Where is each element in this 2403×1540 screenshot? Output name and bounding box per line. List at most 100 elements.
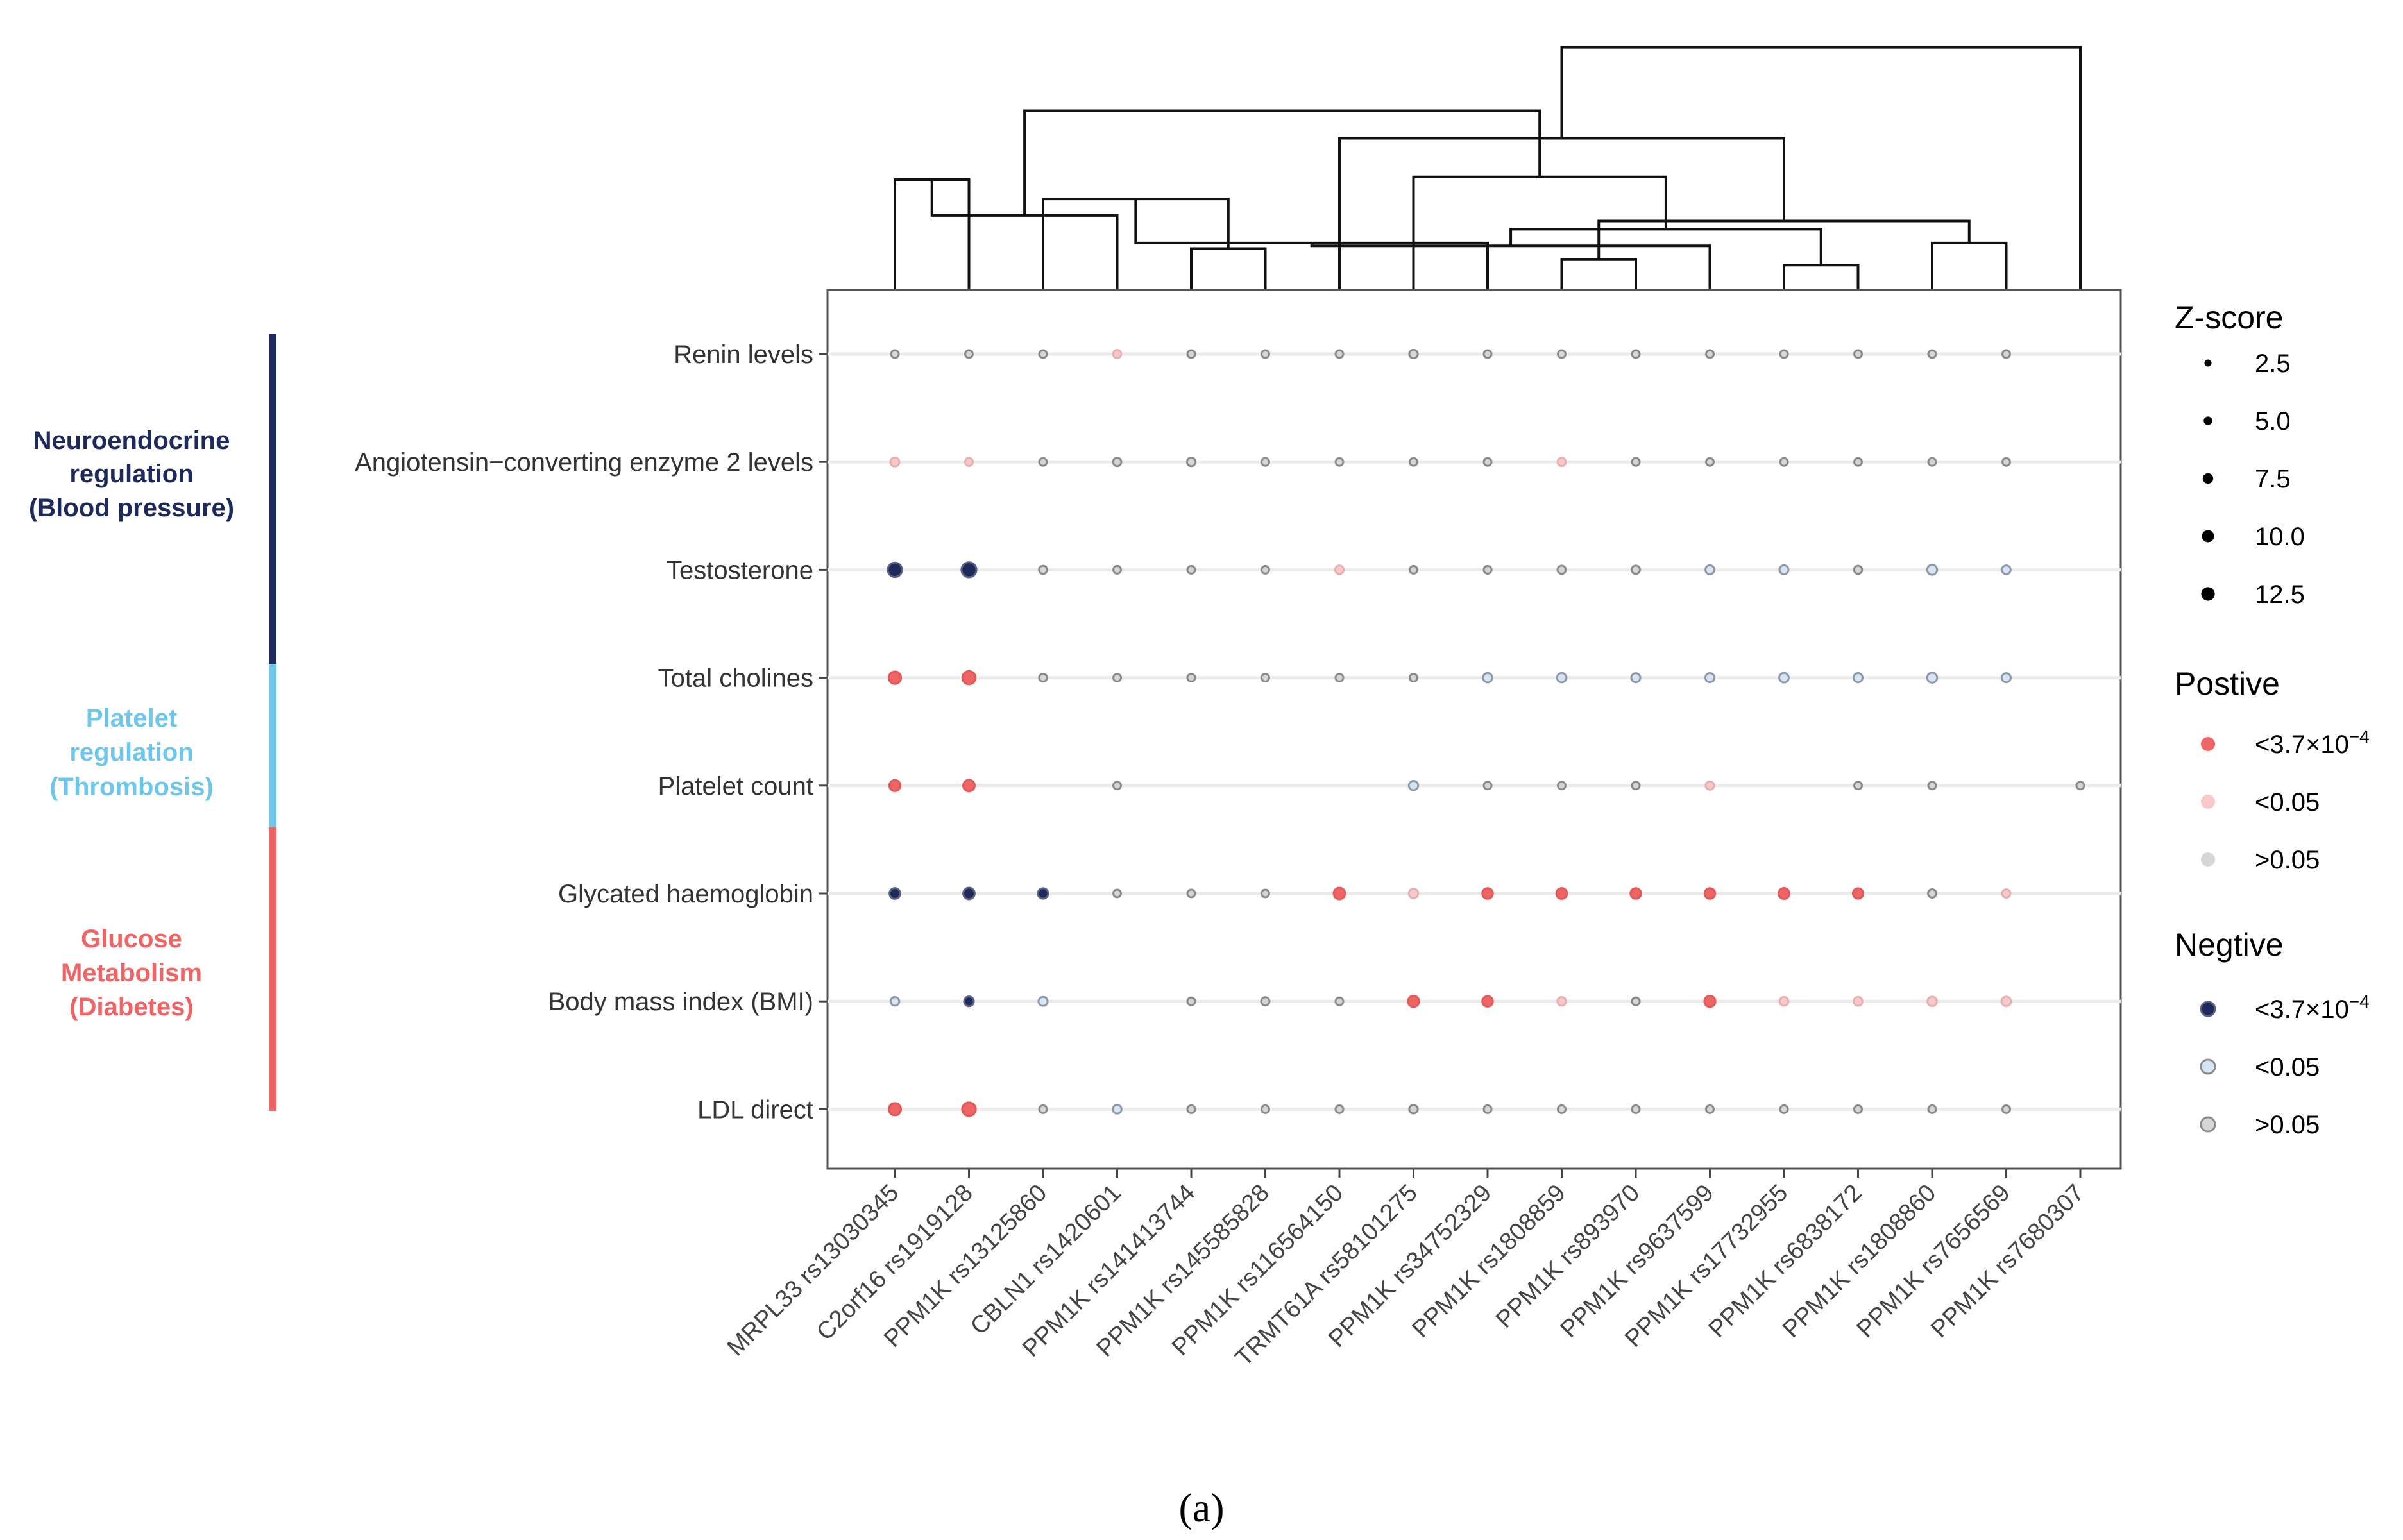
data-point (960, 561, 978, 579)
group-bar (269, 827, 276, 1111)
data-point (1334, 673, 1345, 683)
data-point (1853, 995, 1864, 1007)
dendrogram-branch (1597, 219, 1971, 260)
data-point (1927, 349, 1937, 359)
data-point (1630, 672, 1642, 684)
data-points (887, 348, 2085, 1117)
data-point (889, 456, 901, 468)
legend-size-key (2202, 530, 2214, 543)
data-point (961, 670, 977, 686)
legend-size-label: 7.5 (2255, 465, 2291, 493)
group-bar (269, 664, 276, 827)
data-point (1927, 1104, 1937, 1114)
group-label: regulation (69, 738, 193, 766)
data-point (1261, 888, 1270, 899)
data-point (1038, 1104, 1048, 1114)
data-point (2001, 564, 2012, 575)
legend-size-label: 10.0 (2255, 523, 2305, 551)
row-label: LDL direct (697, 1096, 813, 1124)
legend-size-label: 5.0 (2255, 407, 2291, 436)
data-point (1852, 672, 1864, 684)
data-point (1482, 672, 1493, 684)
data-point (1557, 349, 1567, 359)
legend: Z-score 2.5 5.0 7.5 10.0 12.5 Postive <3.7×10−4… (2175, 300, 2370, 1139)
data-point (1407, 994, 1420, 1008)
legend-size-key (2203, 416, 2212, 425)
data-point (1555, 887, 1568, 900)
data-point (1260, 457, 1271, 467)
legend-size-key (2202, 473, 2214, 484)
data-point (1778, 995, 1790, 1007)
data-point (1332, 886, 1346, 901)
data-point (888, 887, 901, 900)
data-point (887, 670, 903, 685)
data-point (1037, 995, 1049, 1007)
data-point (1778, 564, 1790, 575)
row-label: Testosterone (667, 556, 813, 584)
data-point (1705, 1104, 1715, 1114)
data-point (1704, 672, 1716, 684)
group-label: Glucose (81, 925, 182, 953)
data-point (1853, 1104, 1863, 1114)
data-point (1927, 781, 1937, 791)
data-point (1705, 457, 1715, 467)
legend-color-key (2201, 737, 2215, 751)
data-point (1334, 1104, 1345, 1114)
data-point (1631, 457, 1641, 467)
data-point (890, 349, 900, 359)
data-point (1926, 672, 1939, 684)
data-point (1261, 564, 1270, 575)
data-point (1779, 1104, 1789, 1114)
group-label: (Diabetes) (69, 993, 193, 1021)
data-point (2001, 1104, 2011, 1114)
data-point (1851, 887, 1865, 900)
group-label: (Thrombosis) (49, 773, 214, 801)
data-point (2001, 457, 2011, 467)
legend-color-label: >0.05 (2255, 846, 2320, 874)
data-point (1926, 995, 1938, 1008)
plot-panel (826, 289, 2122, 1170)
data-point (1186, 349, 1196, 359)
row-label: Body mass index (BMI) (548, 988, 813, 1016)
data-point (1853, 781, 1863, 791)
legend-negative-title: Negtive (2175, 927, 2284, 963)
legend-color-label: >0.05 (2255, 1111, 2320, 1139)
data-point (1853, 564, 1864, 575)
data-point (962, 779, 976, 793)
data-point (2000, 995, 2012, 1008)
data-point (1112, 564, 1122, 575)
data-point (1038, 349, 1048, 359)
row-label: Glycated haemoglobin (558, 880, 813, 908)
data-point (1112, 781, 1122, 791)
data-point (1112, 673, 1122, 683)
data-point (1407, 780, 1420, 791)
data-point (887, 561, 903, 579)
data-point (2001, 349, 2011, 359)
data-point (1038, 672, 1048, 683)
data-point (1186, 673, 1196, 683)
data-point (1260, 996, 1271, 1007)
dendrogram-branch (1783, 264, 1860, 290)
group-annotations: Neuroendocrine regulation (Blood pressure)… (29, 334, 276, 1111)
legend-size-label: 12.5 (2255, 580, 2305, 609)
data-point (964, 457, 974, 467)
data-point (1556, 996, 1567, 1007)
data-point (1112, 349, 1123, 359)
data-point (889, 995, 901, 1007)
data-point (888, 779, 902, 792)
data-point (1703, 887, 1717, 900)
data-point (1482, 564, 1493, 575)
data-point (1038, 457, 1048, 467)
row-labels: Renin levels Angiotensin−converting enzym… (355, 341, 828, 1124)
data-point (1334, 349, 1345, 359)
dendrogram-branch (1190, 247, 1267, 290)
data-point (1703, 995, 1717, 1008)
data-point (1185, 457, 1197, 468)
data-point (1186, 564, 1196, 575)
data-point (1112, 888, 1122, 899)
data-point (1186, 1104, 1196, 1114)
dendrogram-branch (1412, 175, 1667, 290)
data-point (1481, 887, 1494, 900)
dendrogram-branch (1560, 46, 2082, 290)
